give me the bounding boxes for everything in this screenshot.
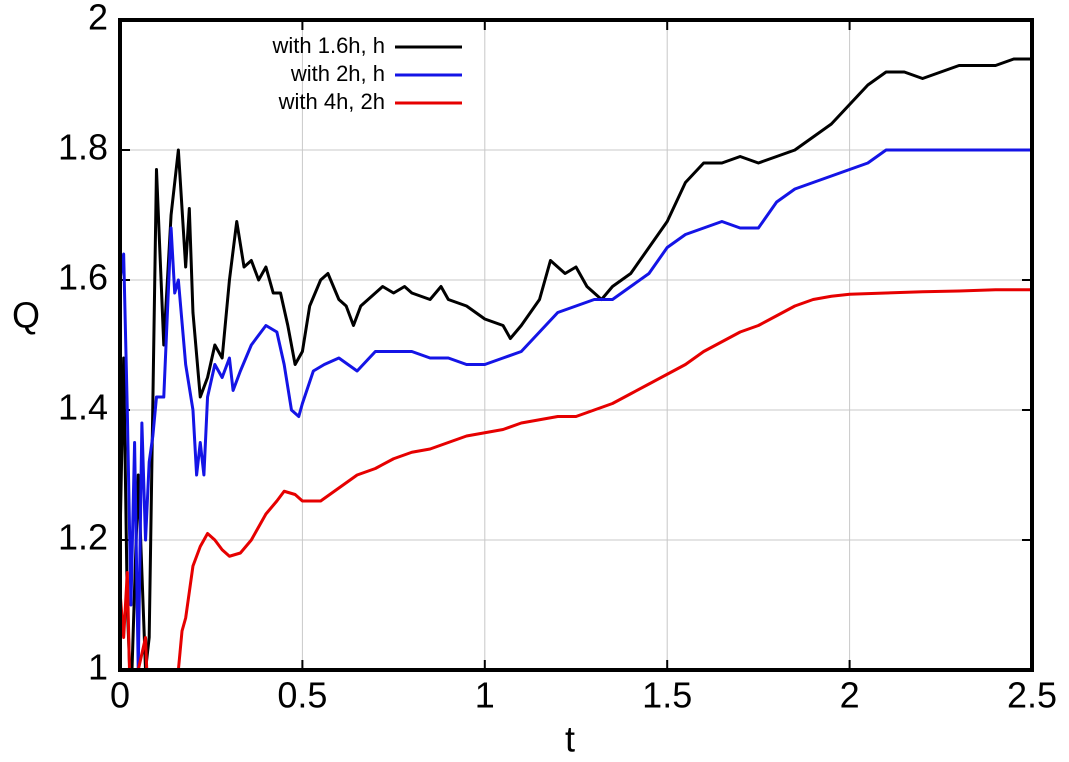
- y-tick-label: 1.6: [58, 257, 108, 298]
- x-tick-label: 0.5: [277, 675, 327, 716]
- legend-label: with 1.6h, h: [271, 33, 385, 58]
- y-axis-label: Q: [12, 295, 40, 336]
- y-tick-label: 1.2: [58, 517, 108, 558]
- x-axis-label: t: [565, 719, 575, 760]
- y-tick-label: 1.4: [58, 387, 108, 428]
- x-tick-label: 0: [110, 675, 130, 716]
- line: [120, 288, 1032, 670]
- line: [120, 57, 1032, 670]
- line: [120, 148, 1032, 670]
- y-tick-label: 1: [88, 647, 108, 688]
- y-tick-label: 2: [88, 0, 108, 38]
- legend-label: with 4h, 2h: [278, 89, 385, 114]
- x-tick-label: 1.5: [642, 675, 692, 716]
- x-tick-label: 2: [840, 675, 860, 716]
- y-tick-label: 1.8: [58, 127, 108, 168]
- legend-label: with 2h, h: [290, 61, 385, 86]
- plot-frame: [118, 18, 1034, 672]
- x-tick-label: 1: [475, 675, 495, 716]
- plot-area: [120, 57, 1032, 670]
- x-tick-label: 2.5: [1007, 675, 1057, 716]
